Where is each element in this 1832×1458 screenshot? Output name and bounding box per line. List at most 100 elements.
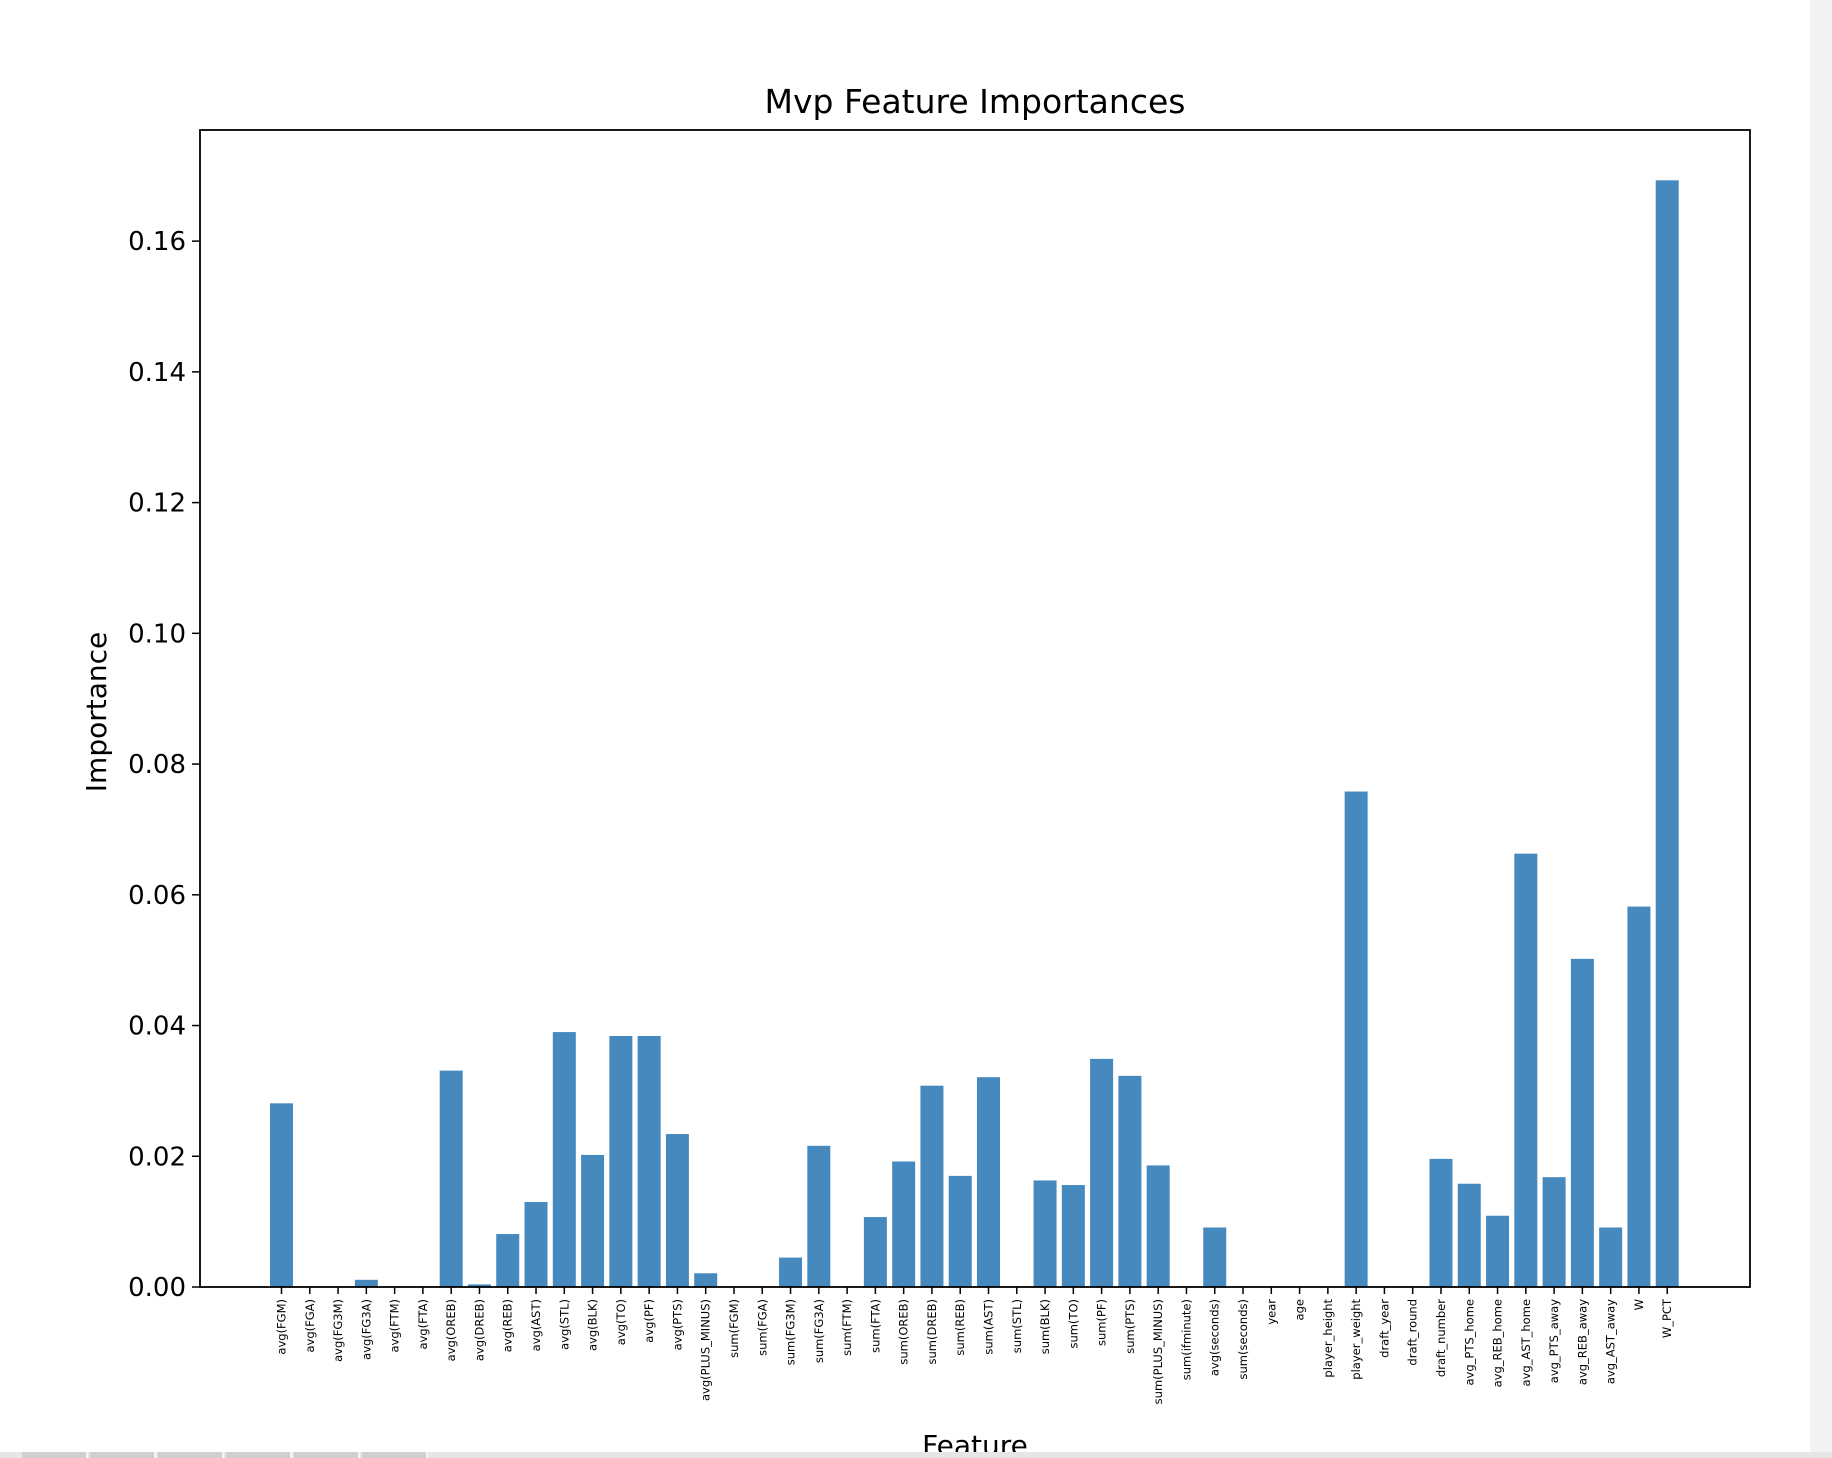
x-tick-label: avg(FGA) (303, 1299, 317, 1353)
x-tick-label: sum(FTM) (840, 1299, 854, 1356)
bar-avg_PTS_away (1542, 1177, 1566, 1287)
x-tick-label: avg(FG3A) (359, 1299, 373, 1360)
x-tick-label: avg(REB) (501, 1299, 515, 1352)
x-tick-label: avg(PF) (642, 1299, 656, 1343)
bar-avg_PTS_home (1457, 1183, 1481, 1287)
bar-avg(OREB) (439, 1070, 463, 1287)
taskbar-segment (294, 1452, 360, 1458)
x-tick-label: sum(FG3M) (784, 1299, 798, 1365)
bar-avg_AST_away (1599, 1227, 1623, 1287)
x-tick-label: player_weight (1349, 1299, 1363, 1380)
bar-avg(STL) (552, 1032, 576, 1287)
bar-sum(TO) (1061, 1185, 1085, 1287)
taskbar-segment (158, 1452, 224, 1458)
bar-sum(FTA) (863, 1217, 887, 1287)
x-tick-label: year (1264, 1299, 1278, 1325)
taskbar-segment (362, 1452, 428, 1458)
chart-title: Mvp Feature Importances (765, 82, 1186, 121)
x-axis-ticks: avg(FGM) avg(FGA) avg(FG3M) avg(FG3A) avg(FT… (275, 1287, 1674, 1404)
y-axis-label: Importance (80, 632, 113, 792)
bar-avg(AST) (524, 1202, 548, 1287)
bar-sum(AST) (977, 1077, 1000, 1287)
bar-series (270, 180, 1679, 1288)
bar-W_PCT (1655, 180, 1679, 1288)
bar-sum(FG3A) (807, 1145, 831, 1287)
bar-avg_REB_away (1570, 958, 1594, 1287)
bar-avg(REB) (496, 1234, 520, 1287)
x-tick-label: sum(STL) (1010, 1299, 1024, 1353)
plot-area-frame (199, 129, 1751, 1288)
x-tick-label: W_PCT (1660, 1298, 1674, 1338)
window-edge (1810, 0, 1832, 1458)
y-tick-label: 0.06 (128, 881, 186, 911)
y-tick-label: 0.04 (128, 1012, 186, 1042)
x-tick-label: sum(BLK) (1038, 1299, 1052, 1354)
x-tick-label: sum(REB) (953, 1299, 967, 1356)
bar-sum(OREB) (892, 1161, 916, 1287)
bar-sum(PLUS_MINUS) (1146, 1165, 1170, 1287)
y-axis-ticks: 0.00 0.02 0.04 0.06 0.08 0.10 0.12 0.14 0.16 (128, 227, 200, 1303)
x-tick-label: avg(FTA) (416, 1299, 430, 1350)
x-tick-label: avg(seconds) (1208, 1299, 1222, 1376)
x-tick-label: sum(FGA) (755, 1299, 769, 1356)
bar-avg(PLUS_MINUS) (694, 1273, 718, 1287)
bar-avg(seconds) (1203, 1227, 1227, 1287)
x-tick-label: avg(DREB) (472, 1299, 486, 1361)
x-tick-label: avg(TO) (614, 1299, 628, 1345)
x-tick-label: avg(OREB) (444, 1299, 458, 1361)
bar-avg_AST_home (1514, 853, 1538, 1287)
x-tick-label: avg_REB_home (1491, 1299, 1505, 1387)
bar-avg(PF) (637, 1035, 661, 1287)
bar-sum(PTS) (1118, 1075, 1142, 1287)
x-tick-label: draft_round (1406, 1299, 1420, 1366)
bar-avg_REB_home (1486, 1215, 1510, 1287)
taskbar-strip (0, 1452, 1832, 1458)
y-tick-label: 0.08 (128, 750, 186, 780)
x-tick-label: avg(PLUS_MINUS) (699, 1299, 713, 1401)
x-tick-label: age (1293, 1299, 1307, 1320)
y-tick-label: 0.10 (128, 619, 186, 649)
x-tick-label: avg_AST_home (1519, 1299, 1533, 1386)
taskbar-segment (226, 1452, 292, 1458)
x-tick-label: avg_PTS_away (1547, 1299, 1561, 1383)
taskbar-segment (22, 1452, 88, 1458)
x-tick-label: sum(FTA) (868, 1299, 882, 1353)
x-tick-label: avg(FGM) (275, 1299, 289, 1355)
x-tick-label: sum(PLUS_MINUS) (1151, 1299, 1165, 1404)
bar-sum(PF) (1090, 1058, 1114, 1287)
y-tick-label: 0.14 (128, 358, 186, 388)
x-tick-label: sum(FGM) (727, 1299, 741, 1358)
x-tick-label: avg(BLK) (586, 1299, 600, 1351)
bar-draft_number (1429, 1158, 1453, 1287)
bar-avg(TO) (609, 1035, 633, 1287)
y-tick-label: 0.16 (128, 227, 186, 257)
bar-avg(PTS) (665, 1134, 689, 1287)
bar-sum(DREB) (920, 1085, 944, 1287)
x-tick-label: avg(FTM) (388, 1299, 402, 1353)
x-tick-label: player_height (1321, 1299, 1335, 1378)
x-tick-label: sum(TO) (1066, 1299, 1080, 1349)
x-tick-label: avg_REB_away (1575, 1299, 1589, 1385)
y-tick-label: 0.12 (128, 489, 186, 519)
x-tick-label: draft_year (1377, 1299, 1391, 1358)
bar-sum(REB) (948, 1175, 972, 1287)
bar-player_weight (1344, 791, 1368, 1287)
x-tick-label: avg_PTS_home (1462, 1299, 1476, 1386)
x-tick-label: W (1632, 1299, 1646, 1310)
x-tick-label: avg(FG3M) (331, 1299, 345, 1362)
y-tick-label: 0.00 (128, 1273, 186, 1303)
x-tick-label: sum(FG3A) (812, 1299, 826, 1363)
bar-avg(DREB) (467, 1284, 491, 1287)
x-tick-label: draft_number (1434, 1299, 1448, 1377)
taskbar-segment (90, 1452, 156, 1458)
x-tick-label: sum(seconds) (1236, 1299, 1250, 1379)
x-tick-label: sum(PF) (1095, 1299, 1109, 1346)
x-tick-label: avg(STL) (557, 1299, 571, 1350)
x-tick-label: sum(ifminute) (1179, 1299, 1193, 1380)
bar-W (1627, 906, 1651, 1287)
bar-sum(BLK) (1033, 1180, 1057, 1287)
x-tick-label: avg(AST) (529, 1299, 543, 1351)
bar-sum(FG3M) (779, 1257, 803, 1287)
x-tick-label: avg(PTS) (670, 1299, 684, 1350)
